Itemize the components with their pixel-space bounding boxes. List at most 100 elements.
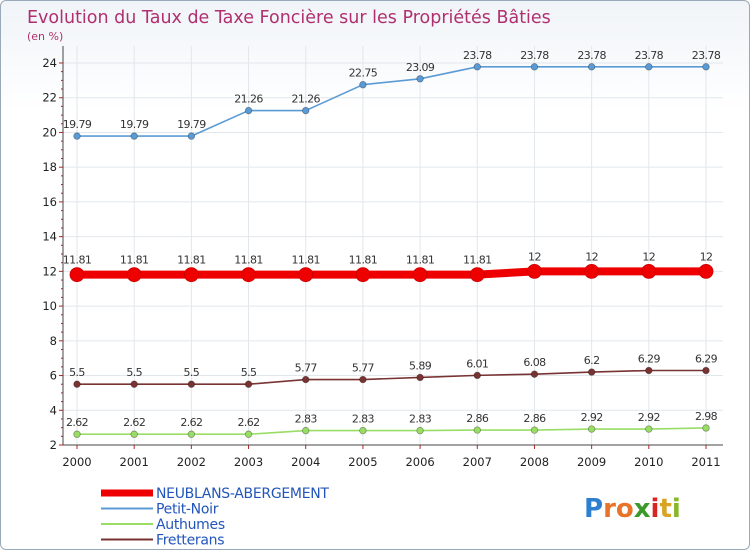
data-point [187,380,196,388]
data-label: 6.2 [584,354,600,367]
data-label: 6.29 [695,353,718,366]
x-tick-label: 2004 [291,455,320,469]
axes [59,46,723,449]
y-tick-label: 22 [42,91,57,105]
x-tick-label: 2007 [463,455,492,469]
legend-label: Fretterans [156,533,224,549]
data-point [698,263,714,279]
data-label: 23.78 [463,49,492,62]
x-tick-label: 2005 [348,455,377,469]
data-point [244,430,253,438]
data-point [187,132,196,140]
data-point [527,263,542,279]
data-label: 23.78 [692,49,721,62]
y-tick-label: 12 [42,264,57,278]
data-point [73,430,81,438]
data-label: 11.81 [406,254,435,267]
data-label: 5.5 [184,366,200,379]
x-tick-label: 2010 [634,455,663,469]
data-label: 5.89 [409,359,432,372]
data-point [355,267,371,283]
data-label: 12 [585,250,598,263]
series-line-petit-noir [76,66,707,137]
data-label: 22.75 [349,67,378,80]
x-tick-label: 2009 [577,455,606,469]
data-label: 2.62 [123,416,145,429]
series-line-neublans-abergement [73,267,710,279]
data-point [130,380,138,388]
data-point [416,75,424,83]
data-point [359,375,367,384]
data-point [73,132,81,140]
data-point [302,375,310,384]
data-label: 19.79 [120,118,149,131]
y-tick-label: 6 [50,369,57,383]
x-axis-ticks: 2000 2001 2002 2003 2004 2005 2006 2007 2008 2009… [62,455,720,469]
x-tick-label: 2008 [520,455,549,469]
data-point [584,263,600,279]
data-label: 2.83 [295,413,318,426]
series-line-authumes [76,427,707,436]
y-tick-label: 16 [42,195,57,209]
data-point [412,267,428,283]
data-label: 21.26 [234,93,263,106]
data-label: 11.81 [63,254,92,267]
data-label: 2.83 [352,413,375,426]
data-label: 5.5 [69,366,85,379]
data-point [530,63,539,71]
series-line-fretterans [76,369,707,386]
data-label: 6.08 [523,356,546,369]
data-point [359,426,367,435]
y-tick-label: 20 [42,125,57,139]
data-label: 12 [642,250,655,263]
data-label: 5.77 [295,362,318,375]
data-point [126,267,142,283]
data-label: 2.83 [409,413,432,426]
data-point [130,132,138,140]
y-tick-label: 18 [42,160,57,174]
data-point [130,430,138,438]
data-label: 11.81 [120,254,149,267]
y-tick-label: 8 [50,334,57,348]
data-label: 2.62 [180,416,202,429]
data-point [587,368,596,376]
x-tick-label: 2000 [62,455,91,469]
legend-label: Petit-Noir [156,502,219,518]
data-label: 23.09 [406,61,435,74]
data-label: 2.92 [581,411,603,424]
y-tick-label: 2 [50,438,57,452]
data-point [416,426,424,435]
data-point [702,366,710,375]
x-tick-label: 2003 [234,455,263,469]
data-label: 2.92 [638,411,660,424]
data-point [241,267,256,283]
brand-letter: x [634,494,651,524]
legend-label: Authumes [156,517,225,533]
legend-label: NEUBLANS-ABERGEMENT [156,486,329,502]
legend: NEUBLANS-ABERGEMENTPetit-NoirAuthumesFre… [101,486,330,549]
data-point [473,63,481,71]
data-label: 6.29 [638,353,661,366]
chart-title: Evolution du Taux de Taxe Foncière sur l… [27,8,551,28]
x-tick-label: 2002 [177,455,206,469]
data-point [416,373,424,382]
data-label: 5.5 [241,366,257,379]
data-label: 5.5 [126,366,142,379]
data-label: 11.81 [349,254,378,267]
data-point [587,425,596,433]
data-point [69,267,85,283]
x-tick-label: 2011 [691,455,720,469]
brand-letter: i [651,494,660,524]
data-point [473,426,481,434]
brand-letter: o [616,494,634,524]
data-label: 23.78 [635,49,664,62]
data-label: 11.81 [463,254,492,267]
data-label: 11.81 [234,254,263,267]
x-tick-label: 2006 [405,455,434,469]
data-point [641,263,657,279]
data-point [702,424,710,432]
data-label: 2.86 [523,412,546,425]
data-label: 12 [700,250,713,263]
